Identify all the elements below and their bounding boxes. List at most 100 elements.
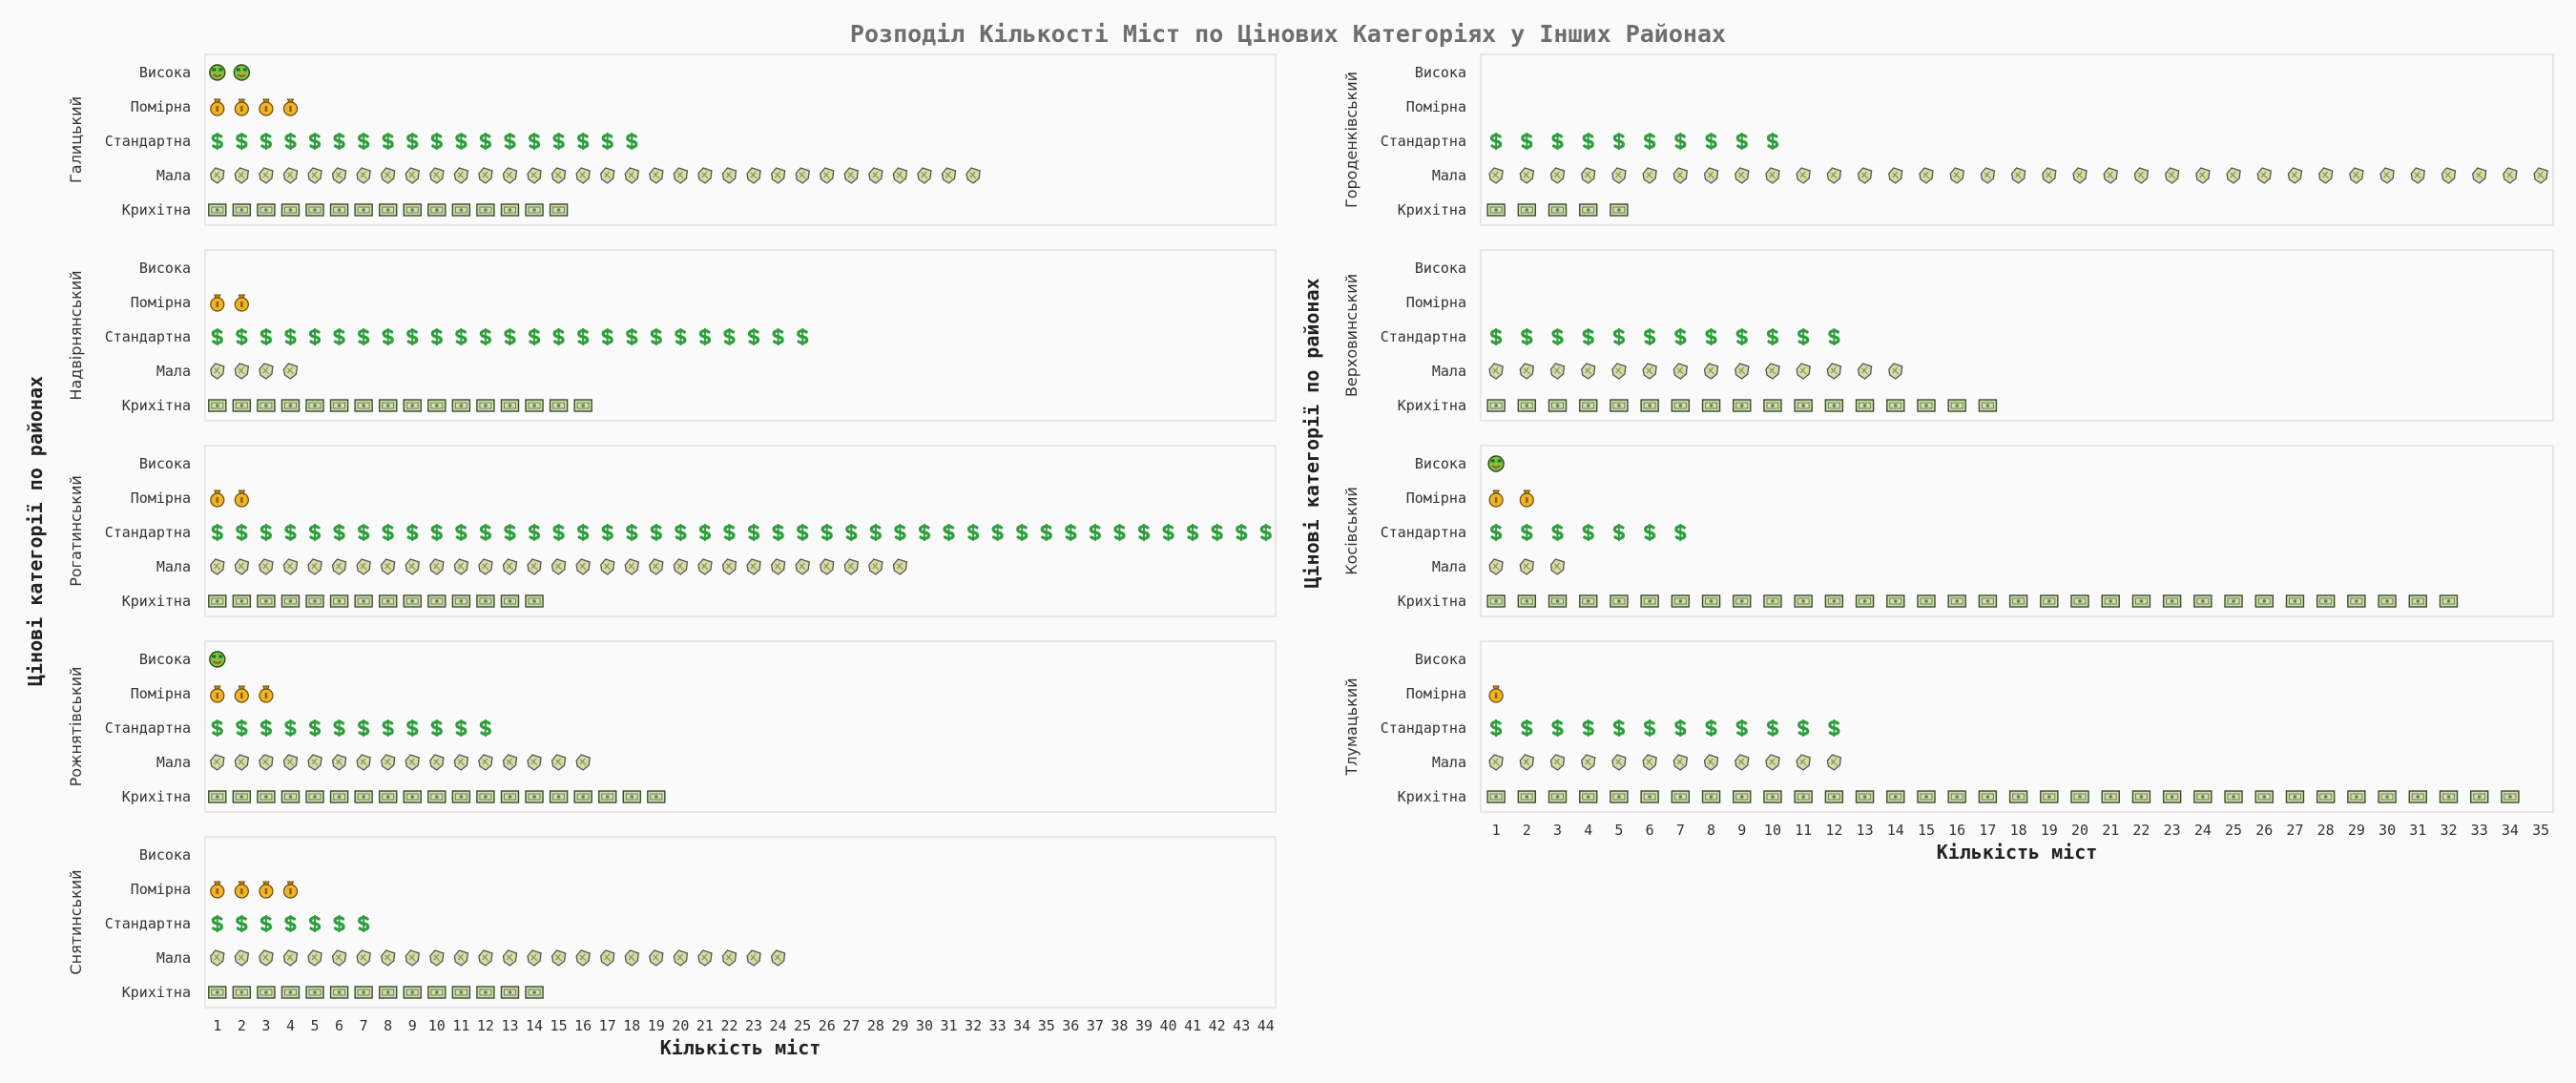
coin-icon (1549, 363, 1566, 380)
banknote-icon (1579, 790, 1598, 803)
dollar-sign-icon (650, 524, 662, 541)
coin-icon (1796, 167, 1811, 184)
coin-icon (210, 558, 225, 575)
money-bag-icon (234, 98, 249, 116)
coin-icon (1888, 363, 1903, 380)
banknote-icon (2285, 594, 2305, 608)
dollar-sign-icon (236, 719, 248, 737)
banknote-icon (257, 399, 276, 412)
coin-icon (2410, 167, 2426, 184)
dollar-sign-icon (308, 915, 322, 932)
banknote-icon (2378, 594, 2397, 608)
coin-icon (624, 949, 639, 967)
dollar-sign-icon (626, 133, 638, 150)
banknote-icon (525, 986, 544, 999)
coin-icon (259, 949, 274, 967)
dollar-sign-icon (333, 524, 345, 541)
money-bag-icon (234, 685, 249, 703)
banknote-icon (1671, 790, 1691, 803)
banknote-icon (525, 203, 544, 217)
dollar-sign-icon (236, 133, 248, 150)
x-tick-label: 25 (794, 1017, 811, 1034)
money-bag-icon (234, 294, 249, 312)
coin-icon (1488, 167, 1504, 184)
banknote-icon (2131, 790, 2151, 803)
banknote-icon (232, 203, 252, 217)
banknote-icon (2408, 790, 2427, 803)
banknote-icon (2254, 790, 2274, 803)
coin-icon (575, 167, 591, 184)
coin-icon (1581, 167, 1596, 184)
coin-icon (1949, 167, 1964, 184)
dollar-sign-icon (626, 524, 638, 541)
x-tick-label: 41 (1184, 1017, 1201, 1034)
banknote-icon (2316, 790, 2336, 803)
banknote-icon (500, 203, 520, 217)
coin-icon (502, 754, 518, 771)
coin-icon (575, 558, 591, 575)
dollar-sign-icon (552, 133, 565, 150)
dollar-sign-icon (358, 328, 370, 345)
coin-icon (1549, 754, 1566, 771)
banknote-icon (647, 790, 666, 803)
x-tick-label: 16 (574, 1017, 592, 1034)
banknote-icon (2224, 790, 2243, 803)
x-tick-label: 8 (384, 1017, 392, 1034)
banknote-icon (1610, 790, 1629, 803)
coin-icon (1642, 167, 1657, 184)
dollar-sign-icon (211, 719, 223, 737)
coin-icon (2379, 167, 2395, 184)
x-tick-label: 36 (1062, 1017, 1079, 1034)
banknote-icon (280, 790, 301, 803)
banknote-icon (1579, 399, 1598, 412)
coin-icon (405, 167, 420, 184)
coin-icon (2072, 167, 2088, 184)
money-bag-icon (259, 881, 274, 899)
dollar-sign-icon (406, 524, 419, 541)
x-tick-label: 14 (1887, 822, 1904, 839)
dollar-sign-icon (1521, 524, 1533, 541)
dollar-sign-icon (333, 719, 345, 737)
banknote-icon (305, 203, 324, 217)
money-bag-icon (259, 98, 274, 116)
coin-icon (331, 949, 347, 967)
panel-frame (204, 640, 1277, 813)
coin-icon (1519, 167, 1535, 184)
coin-icon (527, 167, 542, 184)
coin-icon (1611, 754, 1627, 771)
coin-icon (1581, 754, 1596, 771)
dollar-sign-icon (1612, 133, 1626, 150)
dollar-sign-icon (1735, 719, 1748, 737)
dollar-sign-icon (552, 524, 565, 541)
coin-icon (721, 558, 737, 575)
category-label: Стандартна (1381, 133, 1466, 150)
coin-icon (721, 167, 737, 184)
coin-icon (282, 754, 299, 771)
category-label: Помірна (131, 489, 191, 507)
coin-icon (2042, 167, 2057, 184)
dollar-sign-icon (1490, 133, 1503, 150)
category-label: Помірна (131, 294, 191, 311)
dollar-sign-icon (358, 524, 370, 541)
coin-icon (820, 167, 835, 184)
category-label: Висока (1415, 64, 1466, 81)
banknote-icon (1886, 399, 1905, 412)
coin-icon (1519, 754, 1535, 771)
district-label: Надвірнянський (67, 270, 85, 400)
category-label: Висока (139, 64, 191, 81)
coin-icon (1581, 363, 1596, 380)
category-label: Мала (156, 949, 191, 967)
dollar-sign-icon (284, 133, 297, 150)
banknote-icon (232, 594, 252, 608)
dollar-sign-icon (1089, 524, 1101, 541)
banknote-icon (2162, 790, 2182, 803)
banknote-icon (476, 594, 495, 608)
x-tick-label: 12 (477, 1017, 494, 1034)
dollar-sign-icon (1490, 328, 1503, 345)
dollar-sign-icon (943, 524, 955, 541)
dollar-sign-icon (1259, 524, 1272, 541)
category-label: Мала (156, 558, 191, 575)
banknote-icon (2070, 594, 2089, 608)
dollar-sign-icon (1113, 524, 1126, 541)
x-tick-label: 37 (1087, 1017, 1104, 1034)
